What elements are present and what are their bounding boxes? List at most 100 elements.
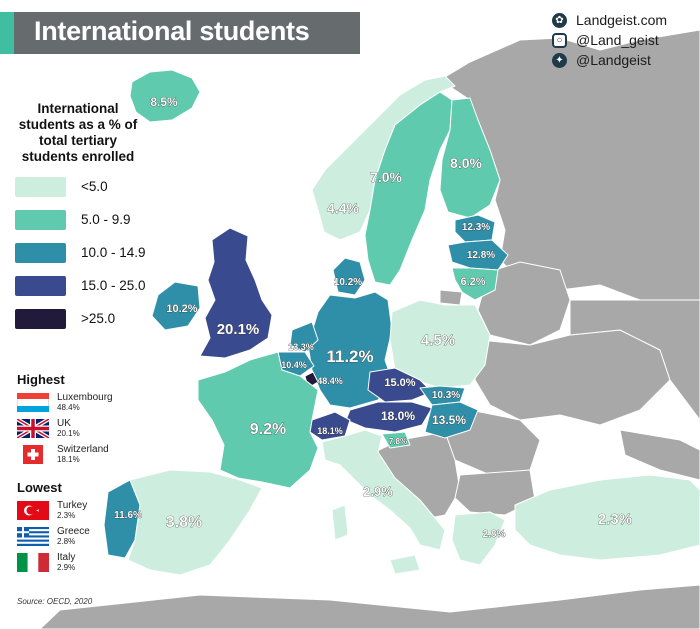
hungary (424, 401, 479, 439)
value-label-estonia: 12.3% (462, 222, 490, 233)
united-kingdom (199, 227, 273, 359)
legend-item: 10.0 - 14.9 (15, 243, 155, 265)
instagram-link[interactable]: @Land_geist (576, 32, 659, 48)
legend-label: 15.0 - 25.0 (81, 278, 146, 293)
luxembourg-flag-icon (17, 393, 49, 412)
legend-title-line: International (37, 101, 119, 116)
value-label-france: 9.2% (250, 421, 286, 438)
russia-east (569, 299, 700, 421)
social-links: ✿ Landgeist.com ○ @Land_geist ✦ @Landgei… (552, 10, 700, 70)
ireland (151, 281, 201, 331)
value-label-uk: 20.1% (217, 321, 260, 338)
value-label-poland: 4.5% (421, 332, 455, 349)
lowest-item-italy: Italy 2.9% (17, 552, 137, 574)
italy-flag-icon (17, 553, 49, 572)
value-label-portugal: 11.6% (114, 510, 142, 521)
value-label-slovenia: 7.8% (389, 437, 407, 446)
legend-title-line: students as a % of (18, 117, 138, 132)
legend-label: <5.0 (81, 179, 108, 194)
twitter-link[interactable]: @Landgeist (576, 52, 651, 68)
value-label-turkey: 2.3% (598, 511, 632, 528)
country-value: 20.1% (57, 429, 80, 438)
title-banner: International students (0, 12, 360, 54)
value-label-iceland: 8.5% (150, 95, 178, 109)
spain (127, 469, 263, 576)
source-note: Source: OECD, 2020 (17, 597, 93, 606)
website-row[interactable]: ✿ Landgeist.com (552, 10, 700, 30)
title-accent-bar (0, 12, 14, 54)
legend-swatch (15, 276, 66, 296)
legend-title-line: total tertiary (38, 133, 118, 148)
slovenia (381, 431, 411, 449)
value-label-spain: 3.8% (166, 514, 202, 531)
turkey (514, 474, 700, 561)
value-label-finland: 8.0% (450, 155, 482, 171)
poland (389, 299, 491, 389)
austria (345, 401, 433, 433)
belarus (477, 261, 571, 346)
greece-flag-icon (17, 527, 49, 546)
country-value: 2.9% (57, 563, 76, 572)
netherlands (289, 321, 319, 353)
country-name: Greece (57, 526, 90, 537)
value-label-sweden: 7.0% (370, 169, 402, 185)
lowest-item-turkey: Turkey 2.3% (17, 500, 137, 522)
highest-item-luxembourg: Luxembourg 48.4% (17, 392, 137, 414)
country-name: Turkey (57, 500, 88, 511)
legend-label: >25.0 (81, 311, 116, 326)
france (197, 351, 319, 489)
landgeist-logo-icon: ✿ (552, 12, 567, 28)
value-label-latvia: 12.8% (467, 250, 495, 261)
legend-item: <5.0 (15, 177, 155, 199)
slovakia (419, 385, 466, 406)
lowest-item-greece: Greece 2.8% (17, 526, 137, 548)
czechia (367, 367, 433, 403)
value-label-switzerland: 18.1% (317, 426, 343, 436)
value-label-netherlands: 13.3% (288, 342, 314, 352)
legend-swatch (15, 210, 66, 230)
russia-kaliningrad (439, 289, 463, 306)
switzerland-flag-icon (17, 445, 49, 464)
country-name: UK (57, 418, 71, 429)
bulgaria (454, 469, 536, 516)
lithuania (451, 267, 499, 301)
country-value: 2.8% (57, 537, 76, 546)
highest-item-switzerland: Switzerland 18.1% (17, 444, 137, 466)
value-label-ireland: 10.2% (166, 303, 197, 315)
value-label-germany: 11.2% (326, 347, 373, 366)
caucasus (619, 429, 700, 481)
twitter-row[interactable]: ✦ @Landgeist (552, 50, 700, 70)
sicily (389, 554, 421, 575)
value-label-denmark: 10.2% (334, 277, 362, 288)
value-label-belgium: 10.4% (281, 360, 307, 370)
value-label-hungary: 13.5% (432, 413, 466, 427)
website-link[interactable]: Landgeist.com (576, 12, 668, 28)
instagram-row[interactable]: ○ @Land_geist (552, 30, 700, 50)
italy (321, 429, 446, 551)
country-name: Luxembourg (57, 392, 113, 403)
value-label-greece: 2.8% (483, 529, 506, 540)
denmark (332, 257, 366, 296)
uk-flag-icon (17, 419, 49, 438)
legend-swatch (15, 177, 66, 197)
sardinia (331, 504, 349, 541)
legend-label: 10.0 - 14.9 (81, 245, 146, 260)
value-label-slovakia: 10.3% (432, 390, 460, 401)
value-label-luxembourg: 48.4% (317, 376, 343, 386)
country-name: Italy (57, 552, 76, 563)
value-label-italy: 2.9% (363, 484, 393, 499)
page-title: International students (34, 16, 310, 46)
value-label-czechia: 15.0% (384, 377, 415, 389)
legend-label: 5.0 - 9.9 (81, 212, 131, 227)
lowest-title: Lowest (17, 480, 62, 495)
legend-item: >25.0 (15, 309, 155, 331)
sweden (364, 91, 453, 286)
africa-coast (39, 584, 700, 629)
highest-title: Highest (17, 372, 65, 387)
value-label-norway: 4.4% (327, 200, 359, 216)
finland (439, 97, 501, 219)
legend-swatch (15, 309, 66, 329)
twitter-icon: ✦ (552, 52, 567, 68)
